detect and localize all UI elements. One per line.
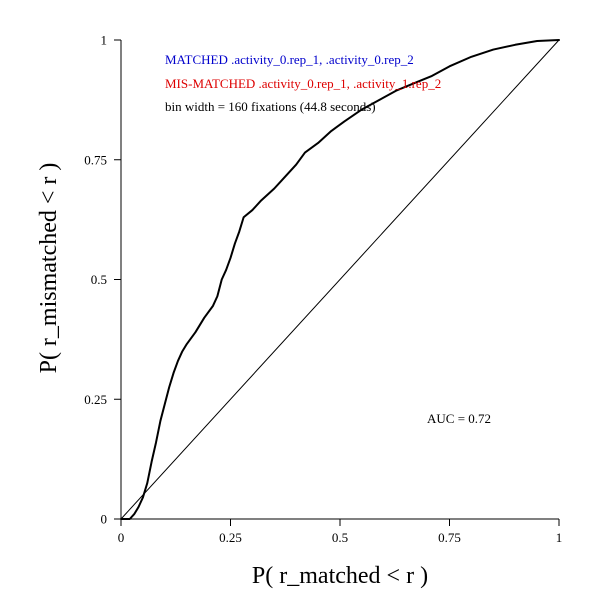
y-axis-title: P( r_mismatched < r ) [36,163,62,374]
y-tick-label: 0.25 [84,392,107,407]
bin-width-label: bin width = 160 fixations (44.8 seconds) [165,99,376,114]
y-tick-label: 0.75 [84,152,107,167]
diagonal-reference-line [120,39,560,520]
x-tick-label: 0 [118,530,125,545]
chart-labels: MATCHED .activity_0.rep_1, .activity_0.r… [36,52,491,589]
x-tick-label: 0.75 [438,530,461,545]
y-tick-label: 0 [101,512,108,527]
axes: 0 0.25 0.5 0.75 1 0 0.25 0.5 0.75 1 [84,33,562,546]
series-marks [120,39,560,520]
roc-curve-line [120,39,560,520]
x-tick-label: 1 [556,530,563,545]
auc-label: AUC = 0.72 [427,411,491,426]
x-axis-title: P( r_matched < r ) [252,563,428,589]
x-tick-label: 0.25 [219,530,242,545]
legend-matched: MATCHED .activity_0.rep_1, .activity_0.r… [165,52,414,67]
x-tick-label: 0.5 [332,530,348,545]
y-tick-label: 1 [101,33,108,48]
y-tick-label: 0.5 [91,272,107,287]
legend-mismatched: MIS-MATCHED .activity_0.rep_1, .activity… [165,76,441,91]
